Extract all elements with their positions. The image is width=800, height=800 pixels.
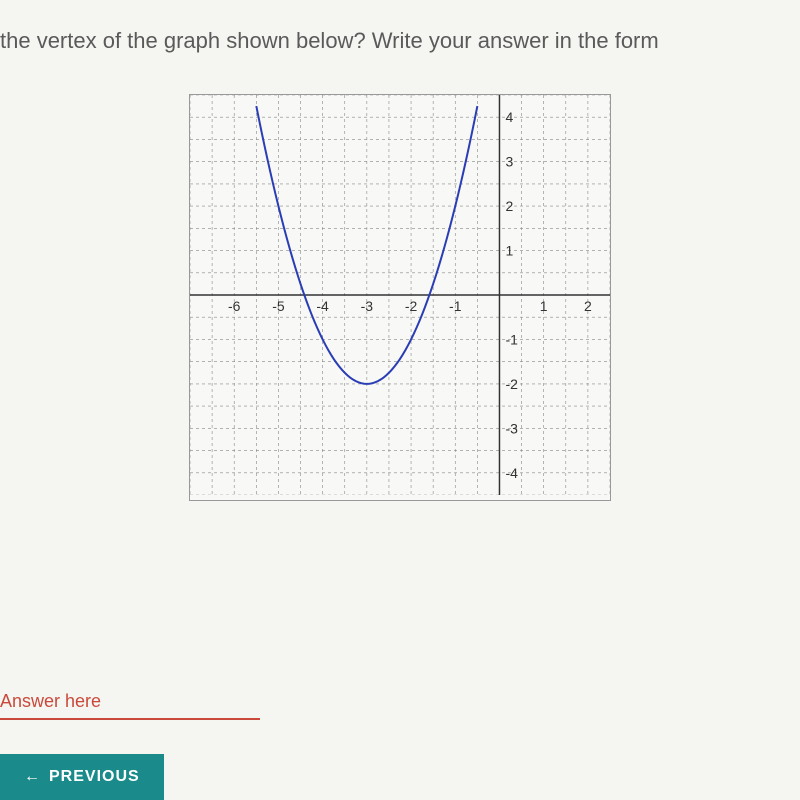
svg-text:2: 2 (584, 298, 592, 314)
parabola-chart: -6 -5 -4 -3 -2 -1 1 2 -4 -3 -2 -1 1 2 3 4 (189, 94, 611, 501)
svg-text:-3: -3 (505, 420, 518, 436)
question-text: the vertex of the graph shown below? Wri… (0, 8, 800, 64)
svg-text:2: 2 (505, 198, 513, 214)
svg-text:-2: -2 (505, 376, 518, 392)
svg-text:-1: -1 (505, 331, 518, 347)
svg-text:1: 1 (505, 243, 513, 259)
chart-container: -6 -5 -4 -3 -2 -1 1 2 -4 -3 -2 -1 1 2 3 4 (0, 94, 800, 501)
arrow-left-icon: ← (24, 768, 41, 785)
previous-label: PREVIOUS (49, 768, 140, 785)
svg-text:-2: -2 (405, 298, 418, 314)
svg-text:1: 1 (540, 298, 548, 314)
svg-text:4: 4 (505, 109, 513, 125)
svg-text:-1: -1 (449, 298, 462, 314)
svg-text:-6: -6 (228, 298, 241, 314)
svg-text:-3: -3 (361, 298, 374, 314)
svg-text:-4: -4 (316, 298, 329, 314)
chart-svg: -6 -5 -4 -3 -2 -1 1 2 -4 -3 -2 -1 1 2 3 4 (190, 95, 610, 495)
svg-text:-4: -4 (505, 465, 518, 481)
answer-section (0, 685, 260, 720)
answer-input[interactable] (0, 685, 260, 720)
svg-text:-5: -5 (272, 298, 285, 314)
header-fragment (0, 0, 800, 8)
svg-text:3: 3 (505, 154, 513, 170)
previous-button[interactable]: ← PREVIOUS (0, 754, 164, 800)
